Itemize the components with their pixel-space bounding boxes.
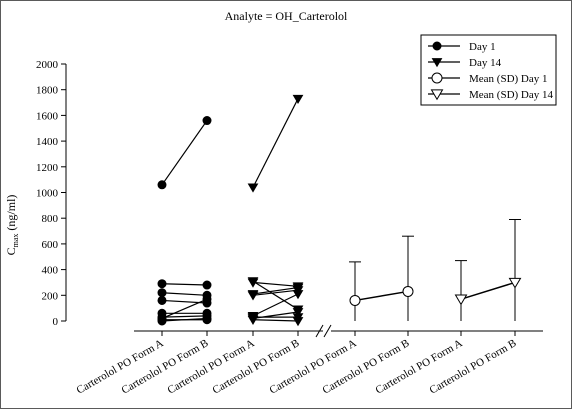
x-tick-label: Carterolol PO Form B [321, 337, 412, 396]
subject-line [252, 293, 299, 317]
data-point [247, 315, 259, 325]
series-day-14 [247, 94, 304, 327]
subject-line [161, 283, 208, 286]
legend-marker [431, 58, 443, 68]
data-point [247, 183, 259, 193]
subject-line [252, 286, 299, 295]
subject-line [161, 317, 208, 322]
mean-line [354, 290, 409, 302]
mean-point [402, 285, 414, 297]
subject-line [252, 280, 299, 310]
y-tick-label: 600 [42, 239, 59, 251]
x-tick-label: Carterolol PO Form B [120, 337, 211, 396]
subject-line [161, 292, 208, 296]
chart-title: Analyte = OH_Carterolol [224, 9, 348, 23]
subject-line [161, 315, 208, 318]
subject-line [252, 281, 299, 287]
subject-line [252, 289, 299, 296]
data-point [292, 290, 304, 300]
y-tick-label: 2000 [36, 59, 59, 71]
legend-label: Day 1 [469, 41, 496, 53]
legend-marker [432, 41, 442, 51]
x-tick-label: Carterolol PO Form A [374, 337, 465, 396]
y-axis-label-unit: (ng/ml) [4, 195, 18, 234]
y-tick-label: 1400 [36, 136, 59, 148]
data-point [157, 295, 167, 305]
series-day-1 [157, 116, 212, 326]
y-tick-label: 800 [42, 213, 59, 225]
data-point [157, 279, 167, 289]
y-axis-label-subscript: max [11, 234, 20, 248]
y-tick-label: 400 [42, 265, 59, 277]
data-point [157, 316, 167, 326]
mean-point [454, 294, 468, 306]
data-point [202, 116, 212, 126]
mean-point [349, 294, 361, 306]
y-tick-label: 1200 [36, 162, 59, 174]
subject-line [252, 311, 299, 320]
subject-line [252, 98, 299, 188]
legend-box [420, 34, 557, 106]
y-tick-label: 1000 [36, 188, 59, 200]
data-point [202, 280, 212, 290]
axis-break-mark [315, 324, 324, 338]
legend-marker [430, 89, 444, 101]
data-point [202, 294, 212, 304]
legend-label: Day 14 [469, 57, 502, 69]
data-point [247, 291, 259, 301]
y-tick-label: 1600 [36, 110, 59, 122]
data-point [292, 317, 304, 327]
y-tick-label: 1800 [36, 85, 59, 97]
data-point [292, 94, 304, 104]
data-point [157, 180, 167, 190]
data-point [247, 278, 259, 288]
subject-line [161, 120, 208, 186]
y-axis-label: Cmax (ng/ml) [4, 195, 20, 256]
legend-label: Mean (SD) Day 1 [469, 73, 548, 85]
y-axis-label-main: C [4, 247, 18, 255]
data-point [202, 313, 212, 323]
subject-line [252, 319, 299, 322]
mean-line [460, 281, 516, 300]
subject-line [161, 298, 208, 319]
data-point [292, 308, 304, 318]
legend-marker [431, 72, 443, 84]
series-mean-sd-day-1 [349, 235, 414, 321]
axis-break-mark [323, 324, 332, 338]
y-tick-label: 200 [42, 290, 59, 302]
legend-label: Mean (SD) Day 14 [469, 89, 554, 101]
mean-point [508, 277, 522, 289]
y-tick-label: 0 [53, 316, 59, 328]
legend: Day 1 Day 14 Mean (SD) Day 1 Mean (SD) Day … [420, 34, 557, 106]
series-mean-sd-day-14 [454, 218, 522, 321]
data-point [157, 288, 167, 298]
